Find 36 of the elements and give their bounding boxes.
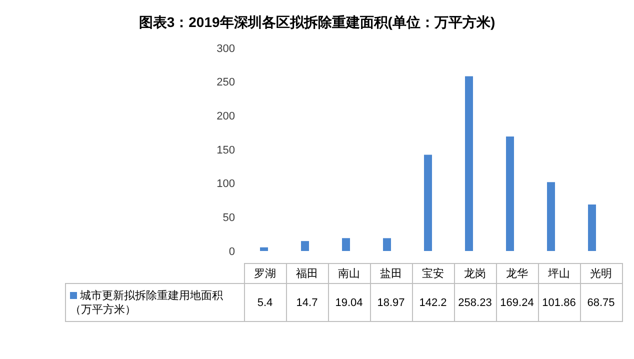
data-label: 68.75: [580, 284, 622, 322]
y-tick-label: 150: [216, 144, 235, 156]
x-tick-label: 龙华: [496, 264, 538, 284]
x-tick-label: 南山: [328, 264, 370, 284]
x-tick-label: 光明: [580, 264, 622, 284]
chart-title: 图表3：2019年深圳各区拟拆除重建面积(单位：万平方米): [138, 13, 496, 32]
bar: [260, 247, 268, 251]
x-tick-label: 坪山: [538, 264, 580, 284]
bar: [383, 238, 391, 251]
x-tick-label: 福田: [286, 264, 328, 284]
data-label: 14.7: [286, 284, 328, 322]
y-tick-label: 200: [216, 110, 235, 123]
data-label: 169.24: [496, 284, 538, 322]
data-label: 142.2: [412, 284, 454, 322]
data-label: 18.97: [370, 284, 412, 322]
x-tick-label: 龙岗: [454, 264, 496, 284]
data-label: 5.4: [244, 284, 286, 322]
legend-label: 城市更新拟拆除重建用地面积（万平方米）: [66, 284, 244, 322]
y-tick-label: 50: [222, 212, 235, 224]
bar: [506, 136, 514, 251]
x-tick-label: 罗湖: [244, 264, 286, 284]
bar: [424, 154, 432, 251]
y-tick-label: 300: [216, 42, 235, 55]
y-tick-label: 100: [216, 178, 235, 190]
bar: [342, 238, 350, 251]
y-tick-label: 250: [216, 76, 235, 89]
bar: [547, 182, 555, 251]
y-tick-label: 0: [228, 246, 235, 258]
bar: [465, 76, 473, 251]
bar: [588, 204, 596, 251]
x-tick-label: 宝安: [412, 264, 454, 284]
bar: [301, 241, 309, 251]
data-label: 258.23: [454, 284, 496, 322]
data-label: 101.86: [538, 284, 580, 322]
x-tick-label: 盐田: [370, 264, 412, 284]
data-label: 19.04: [328, 284, 370, 322]
